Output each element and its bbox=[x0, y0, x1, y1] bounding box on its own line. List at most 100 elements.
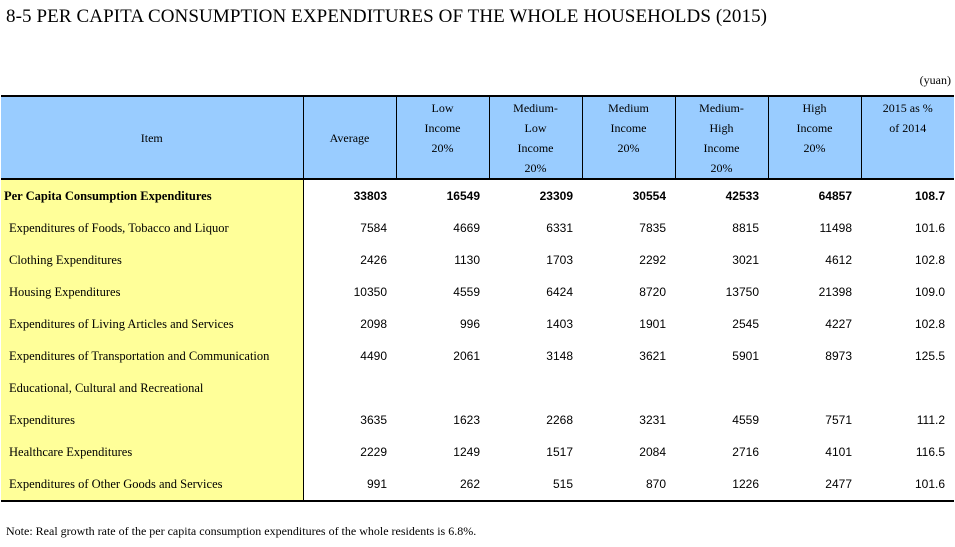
cell-medium-income: 2292 bbox=[639, 253, 666, 267]
cell-average: 10350 bbox=[353, 285, 387, 299]
cell-high-income: 21398 bbox=[818, 285, 852, 299]
header-medium-income: Medium Income 20% bbox=[581, 95, 676, 180]
cell-average: 2229 bbox=[360, 445, 387, 459]
cell-low-income bbox=[396, 372, 489, 404]
cell-medium-high-income: 2716 bbox=[732, 445, 759, 459]
cell-medium-low-income: 23309 bbox=[539, 189, 573, 203]
cell-medium-low-income: 2268 bbox=[546, 413, 573, 427]
cell-medium-high-income: 13750 bbox=[725, 285, 759, 299]
header-average: Average bbox=[302, 95, 397, 180]
cell-average: 2426 bbox=[360, 253, 387, 267]
table-row: Expenditures of Living Articles and Serv… bbox=[1, 308, 954, 340]
table-body: Per Capita Consumption Expenditures 33803… bbox=[1, 179, 954, 502]
row-item-label: Expenditures of Other Goods and Services bbox=[1, 468, 304, 502]
cell-high-income: 4227 bbox=[825, 317, 852, 331]
cell-low-income: 4669 bbox=[453, 221, 480, 235]
cell-medium-low-income: 6424 bbox=[546, 285, 573, 299]
cell-medium-low-income: 515 bbox=[489, 468, 582, 502]
row-item-label: Clothing Expenditures bbox=[1, 244, 304, 276]
table-row: Housing Expenditures 10350 4559 6424 8720 137… bbox=[1, 276, 954, 308]
row-item-label: Educational, Cultural and Recreational bbox=[1, 372, 304, 404]
table-row: Expenditures of Transportation and Commu… bbox=[1, 340, 954, 372]
cell-medium-high-income bbox=[675, 372, 768, 404]
cell-average: 991 bbox=[303, 468, 396, 502]
unit-label: (yuan) bbox=[919, 73, 951, 87]
cell-average bbox=[303, 372, 396, 404]
header-row: Item Average Low Income 20% Medium- Low … bbox=[1, 95, 954, 180]
cell-pct-of-2014: 125.5 bbox=[914, 349, 945, 363]
table-row: Expenditures 3635 1623 2268 3231 4559 7571 111.… bbox=[1, 404, 954, 436]
cell-low-income: 1623 bbox=[453, 413, 480, 427]
cell-medium-high-income: 5901 bbox=[732, 349, 759, 363]
cell-average: 7584 bbox=[360, 221, 387, 235]
cell-high-income: 2477 bbox=[768, 468, 861, 502]
cell-pct-of-2014: 111.2 bbox=[916, 413, 945, 427]
cell-pct-of-2014: 108.7 bbox=[914, 189, 945, 203]
cell-medium-high-income: 4559 bbox=[732, 413, 759, 427]
cell-medium-high-income: 1226 bbox=[675, 468, 768, 502]
page-title: 8-5 PER CAPITA CONSUMPTION EXPENDITURES … bbox=[6, 6, 768, 27]
cell-medium-low-income bbox=[489, 372, 582, 404]
cell-medium-low-income: 1517 bbox=[546, 445, 573, 459]
cell-pct-of-2014: 101.6 bbox=[861, 468, 954, 502]
row-item-label: Expenditures of Foods, Tobacco and Liquo… bbox=[1, 212, 304, 244]
header-high-income: High Income 20% bbox=[767, 95, 862, 180]
cell-average: 2098 bbox=[360, 317, 387, 331]
row-item-label: Expenditures of Transportation and Commu… bbox=[1, 340, 304, 372]
header-pct-of-2014: 2015 as % of 2014 bbox=[860, 95, 954, 180]
cell-medium-income bbox=[582, 372, 675, 404]
cell-pct-of-2014: 102.8 bbox=[914, 253, 945, 267]
cell-pct-of-2014: 109.0 bbox=[914, 285, 945, 299]
cell-high-income: 4101 bbox=[825, 445, 852, 459]
cell-medium-high-income: 2545 bbox=[732, 317, 759, 331]
header-medium-low-income: Medium- Low Income 20% bbox=[488, 95, 583, 180]
cell-high-income: 11498 bbox=[819, 221, 852, 235]
cell-pct-of-2014: 116.5 bbox=[915, 445, 945, 459]
row-item-label: Healthcare Expenditures bbox=[1, 436, 304, 468]
cell-high-income: 8973 bbox=[825, 349, 852, 363]
cell-average: 4490 bbox=[360, 349, 387, 363]
cell-medium-high-income: 3021 bbox=[732, 253, 759, 267]
cell-medium-income: 30554 bbox=[632, 189, 666, 203]
cell-medium-income: 8720 bbox=[639, 285, 666, 299]
row-item-label: Housing Expenditures bbox=[1, 276, 304, 308]
header-item: Item bbox=[1, 95, 304, 180]
table-row: Expenditures of Other Goods and Services… bbox=[1, 468, 954, 502]
footnote: Note: Real growth rate of the per capita… bbox=[6, 524, 477, 538]
expenditure-table: Item Average Low Income 20% Medium- Low … bbox=[1, 95, 954, 502]
row-item-label: Expenditures bbox=[1, 404, 304, 436]
cell-medium-low-income: 6331 bbox=[546, 221, 573, 235]
cell-medium-income: 870 bbox=[582, 468, 675, 502]
table-row: Per Capita Consumption Expenditures 33803… bbox=[1, 179, 954, 212]
table-row: Educational, Cultural and Recreational bbox=[1, 372, 954, 404]
row-item-label: Per Capita Consumption Expenditures bbox=[1, 179, 304, 212]
cell-low-income: 4559 bbox=[453, 285, 480, 299]
cell-low-income: 262 bbox=[396, 468, 489, 502]
cell-medium-income: 1901 bbox=[639, 317, 666, 331]
cell-pct-of-2014: 101.6 bbox=[914, 221, 945, 235]
cell-high-income: 64857 bbox=[818, 189, 852, 203]
cell-medium-income: 7835 bbox=[639, 221, 666, 235]
cell-low-income: 16549 bbox=[446, 189, 480, 203]
cell-pct-of-2014: 102.8 bbox=[914, 317, 945, 331]
cell-low-income: 1249 bbox=[453, 445, 480, 459]
cell-low-income: 2061 bbox=[453, 349, 480, 363]
cell-low-income: 1130 bbox=[454, 253, 480, 267]
cell-medium-high-income: 42533 bbox=[725, 189, 759, 203]
header-medium-high-income: Medium- High Income 20% bbox=[674, 95, 769, 180]
cell-medium-income: 3231 bbox=[639, 413, 666, 427]
cell-pct-of-2014 bbox=[861, 372, 954, 404]
cell-average: 33803 bbox=[353, 189, 387, 203]
cell-medium-low-income: 1403 bbox=[546, 317, 573, 331]
cell-low-income: 996 bbox=[459, 317, 480, 331]
table-row: Healthcare Expenditures 2229 1249 1517 2084 2… bbox=[1, 436, 954, 468]
cell-high-income: 7571 bbox=[825, 413, 852, 427]
cell-medium-income: 2084 bbox=[639, 445, 666, 459]
cell-medium-income: 3621 bbox=[639, 349, 666, 363]
cell-high-income bbox=[768, 372, 861, 404]
row-item-label: Expenditures of Living Articles and Serv… bbox=[1, 308, 304, 340]
cell-medium-high-income: 8815 bbox=[732, 221, 759, 235]
cell-medium-low-income: 1703 bbox=[546, 253, 573, 267]
header-low-income: Low Income 20% bbox=[395, 95, 490, 180]
table-row: Clothing Expenditures 2426 1130 1703 2292 302… bbox=[1, 244, 954, 276]
